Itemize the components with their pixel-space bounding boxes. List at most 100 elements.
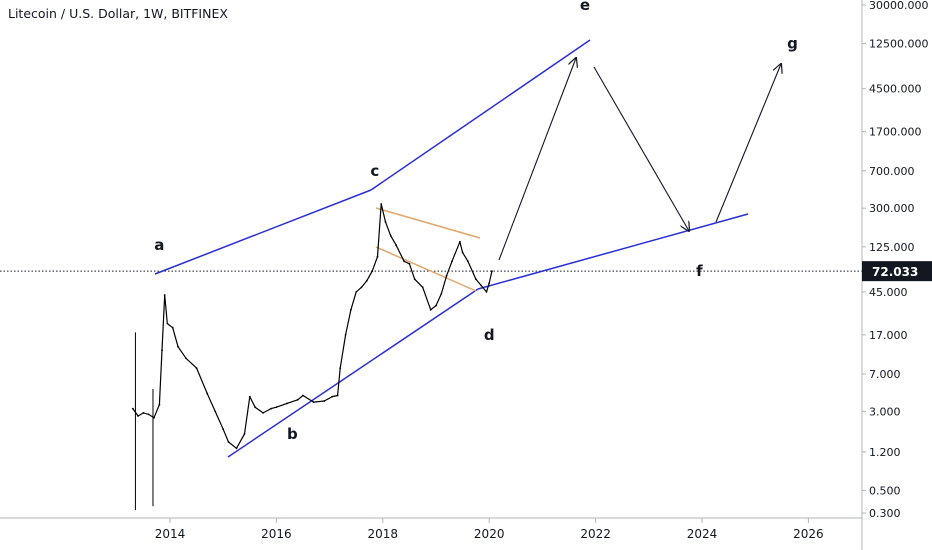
price-point <box>403 260 405 263</box>
price-point <box>147 413 150 416</box>
price-point <box>166 322 169 325</box>
channel-upper-line-1[interactable] <box>154 189 372 275</box>
price-line <box>132 203 493 449</box>
x-tick-label: 2018 <box>368 527 399 541</box>
price-point <box>445 274 448 277</box>
arrow-to-f[interactable] <box>593 66 689 231</box>
x-tick-label: 2014 <box>155 527 186 541</box>
price-point <box>214 410 217 413</box>
x-tick-label: 2022 <box>580 527 611 541</box>
wave-label-b: b <box>287 425 298 443</box>
price-point <box>440 293 443 295</box>
wave-label-a: a <box>154 236 164 254</box>
y-tick-label: 12500.000 <box>869 38 929 51</box>
y-tick-label: 0.500 <box>869 484 901 497</box>
y-tick-label: 4500.000 <box>869 83 922 96</box>
price-point <box>365 279 368 282</box>
price-point <box>302 394 304 397</box>
price-point <box>480 284 483 287</box>
price-point <box>142 412 145 414</box>
y-tick-label: 125.000 <box>869 241 915 254</box>
price-point <box>171 326 174 329</box>
price-point <box>395 244 397 247</box>
channel-upper-line-2[interactable] <box>370 39 591 191</box>
wave-label-f: f <box>696 262 703 280</box>
price-point <box>235 447 238 450</box>
price-point <box>451 260 453 263</box>
price-point <box>312 401 315 403</box>
drawing-lines <box>154 39 781 458</box>
wave-label-g: g <box>787 35 798 53</box>
wedge-lower-line[interactable] <box>375 246 477 292</box>
arrow-to-g[interactable] <box>715 64 781 223</box>
price-point <box>331 395 334 398</box>
price-point <box>270 407 272 410</box>
price-point <box>163 294 166 296</box>
price-point <box>475 278 477 281</box>
x-tick-label: 2024 <box>687 527 718 541</box>
price-point <box>185 357 187 360</box>
x-tick-label: 2020 <box>474 527 505 541</box>
x-tick-label: 2026 <box>793 527 824 541</box>
price-point <box>344 334 347 336</box>
price-point <box>355 291 358 293</box>
y-tick-label: 7.000 <box>869 368 901 381</box>
y-tick-label: 300.000 <box>869 202 915 215</box>
price-point <box>360 286 363 289</box>
y-tick-label: 45.000 <box>869 286 908 299</box>
y-tick-label: 1.200 <box>869 446 901 459</box>
price-point <box>161 349 163 352</box>
price-point <box>248 395 251 398</box>
price-point <box>421 286 424 289</box>
price-point <box>435 304 437 307</box>
price-point <box>389 235 392 237</box>
y-tick-label: 1700.000 <box>869 126 922 139</box>
price-point <box>376 255 379 258</box>
price-point <box>488 282 491 284</box>
price-point <box>177 345 179 348</box>
price-series <box>131 203 493 511</box>
price-point <box>195 367 198 369</box>
price-point <box>408 262 411 265</box>
y-tick-label: 3.000 <box>869 405 901 418</box>
y-tick-label: 30000.000 <box>869 0 929 12</box>
price-point <box>243 433 246 435</box>
price-point <box>296 398 299 401</box>
price-point <box>222 428 225 431</box>
price-badge-label: 72.033 <box>872 265 918 279</box>
price-point <box>227 441 230 443</box>
wave-label-c: c <box>370 162 379 180</box>
price-point <box>371 270 374 273</box>
price-point <box>461 251 464 254</box>
channel-lower-extension[interactable] <box>477 213 749 290</box>
price-point <box>153 416 155 419</box>
price-point <box>467 260 469 263</box>
price-point <box>485 291 488 293</box>
price-point <box>384 221 387 223</box>
wedge-upper-line[interactable] <box>375 207 481 239</box>
price-point <box>336 394 339 397</box>
channel-lower-line[interactable] <box>227 288 479 458</box>
y-tick-label: 0.300 <box>869 507 901 520</box>
price-badge <box>862 261 932 282</box>
price-point <box>131 407 134 410</box>
price-point <box>286 402 288 405</box>
price-point <box>429 308 432 311</box>
price-point <box>380 203 383 205</box>
price-point <box>413 278 416 281</box>
y-tick-label: 700.000 <box>869 165 915 178</box>
price-point <box>158 403 161 406</box>
arrow-to-e[interactable] <box>498 58 576 261</box>
x-tick-label: 2016 <box>261 527 292 541</box>
price-point <box>275 406 278 409</box>
price-point <box>459 240 461 243</box>
price-point <box>339 367 342 369</box>
wave-labels: a b c d e f g <box>154 0 798 443</box>
price-point <box>254 406 256 409</box>
price-point <box>137 415 140 417</box>
price-point <box>206 392 209 395</box>
price-point <box>350 308 352 311</box>
wave-label-e: e <box>580 0 590 14</box>
